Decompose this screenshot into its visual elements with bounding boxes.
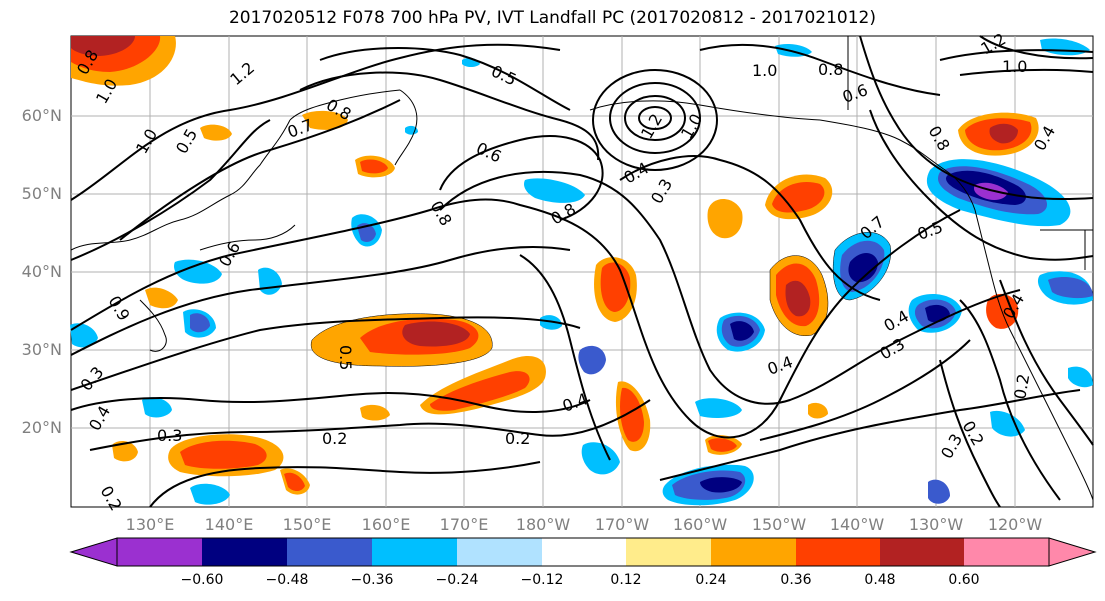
colorbar-tick-label: 0.36	[780, 572, 812, 588]
colorbar-frame	[116, 537, 1050, 567]
colorbar-segment	[372, 538, 457, 566]
fill-outlines	[310, 232, 892, 367]
lon-label: 170°E	[439, 515, 489, 534]
colorbar-tick-label: 0.24	[695, 572, 727, 588]
colorbar-segment	[542, 538, 626, 566]
lon-label: 140°E	[204, 515, 254, 534]
colorbar-tick-label: −0.48	[265, 572, 309, 588]
contour-label: 0.2	[505, 429, 530, 448]
contour-label: 1.0	[1002, 57, 1027, 76]
lon-label: 150°E	[282, 515, 332, 534]
contour-label: 0.2	[1010, 372, 1033, 400]
lat-label-30N: 30°N	[21, 340, 62, 359]
lat-label-20N: 20°N	[21, 418, 62, 437]
lat-label-50N: 50°N	[21, 184, 62, 203]
lon-label: 130°W	[908, 515, 964, 534]
lat-label-60N: 60°N	[21, 106, 62, 125]
colorbar-segment	[796, 538, 880, 566]
colorbar-segment	[457, 538, 542, 566]
colorbar-tick-label: −0.60	[180, 572, 224, 588]
lon-label: 170°W	[594, 515, 650, 534]
coastlines	[70, 36, 1094, 501]
colorbar-tick-label: −0.36	[350, 572, 394, 588]
colorbar-tick-label: 0.48	[864, 572, 896, 588]
colorbar-segment	[880, 538, 964, 566]
colorbar-tick-label: 0.60	[948, 572, 980, 588]
colorbar-segment	[711, 538, 796, 566]
lon-label: 160°W	[672, 515, 728, 534]
colorbar-segment	[626, 538, 711, 566]
lon-label: 180°W	[515, 515, 571, 534]
lon-label: 150°W	[751, 515, 807, 534]
lat-label-40N: 40°N	[21, 262, 62, 281]
contour-label: 0.2	[322, 429, 347, 448]
lon-label: 130°E	[125, 515, 175, 534]
lon-label: 140°W	[829, 515, 885, 534]
contour-label: 1.0	[752, 61, 777, 80]
colorbar-segment	[117, 538, 202, 566]
colorbar-tick-label: −0.12	[520, 572, 564, 588]
colorbar-tick-label: 0.12	[610, 572, 642, 588]
colorbar-segment	[964, 538, 1049, 566]
contour-label: 0.8	[818, 60, 843, 79]
colorbar-extend-max	[1048, 537, 1097, 567]
colorbar-segment	[287, 538, 372, 566]
contour-label: 0.5	[336, 345, 355, 370]
contour-label: 0.3	[157, 426, 182, 445]
lon-label: 120°W	[987, 515, 1043, 534]
colorbar-extend-min	[69, 537, 118, 567]
colorbar-tick-label: −0.24	[435, 572, 479, 588]
filled-contours	[70, 36, 1093, 506]
map-title: 2017020512 F078 700 hPa PV, IVT Landfall…	[228, 8, 876, 28]
lon-label: 160°E	[361, 515, 411, 534]
pv-contours	[70, 35, 1094, 508]
colorbar-segment	[202, 538, 287, 566]
